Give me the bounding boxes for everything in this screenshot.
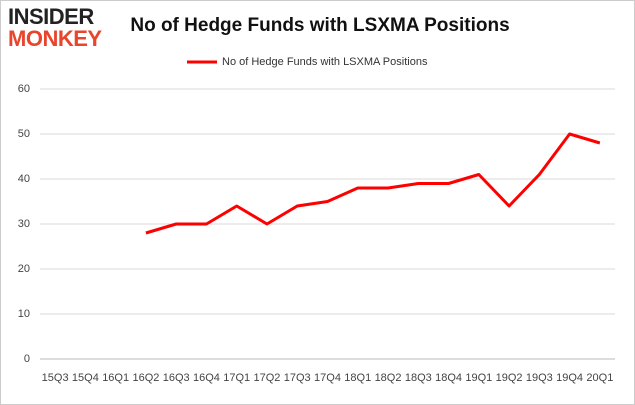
x-tick-label: 17Q2 — [254, 372, 281, 384]
legend-label: No of Hedge Funds with LSXMA Positions — [222, 56, 428, 68]
x-tick-label: 20Q1 — [586, 372, 613, 384]
x-tick-label: 16Q3 — [163, 372, 190, 384]
x-tick-label: 19Q4 — [556, 372, 583, 384]
x-tick-label: 19Q1 — [465, 372, 492, 384]
x-tick-label: 19Q2 — [496, 372, 523, 384]
y-tick-label: 40 — [18, 173, 30, 185]
x-tick-label: 15Q3 — [42, 372, 69, 384]
logo-top: INSIDER — [8, 4, 94, 29]
y-tick-label: 50 — [18, 128, 30, 140]
x-tick-label: 18Q2 — [375, 372, 402, 384]
x-tick-label: 18Q3 — [405, 372, 432, 384]
y-tick-label: 10 — [18, 308, 30, 320]
x-tick-label: 16Q4 — [193, 372, 220, 384]
x-tick-label: 17Q1 — [223, 372, 250, 384]
y-tick-label: 0 — [24, 353, 30, 365]
x-tick-label: 19Q3 — [526, 372, 553, 384]
chart-title: No of Hedge Funds with LSXMA Positions — [130, 15, 509, 36]
x-tick-label: 17Q3 — [284, 372, 311, 384]
series-line — [145, 132, 601, 235]
x-tick-label: 18Q1 — [344, 372, 371, 384]
y-tick-label: 30 — [18, 218, 30, 230]
x-tick-label: 15Q4 — [72, 372, 99, 384]
logo-bottom: MONKEY — [8, 26, 102, 51]
y-tick-label: 20 — [18, 263, 30, 275]
x-tick-label: 18Q4 — [435, 372, 462, 384]
y-tick-label: 60 — [18, 83, 30, 95]
x-tick-label: 17Q4 — [314, 372, 341, 384]
x-tick-label: 16Q1 — [102, 372, 129, 384]
x-tick-label: 16Q2 — [132, 372, 159, 384]
